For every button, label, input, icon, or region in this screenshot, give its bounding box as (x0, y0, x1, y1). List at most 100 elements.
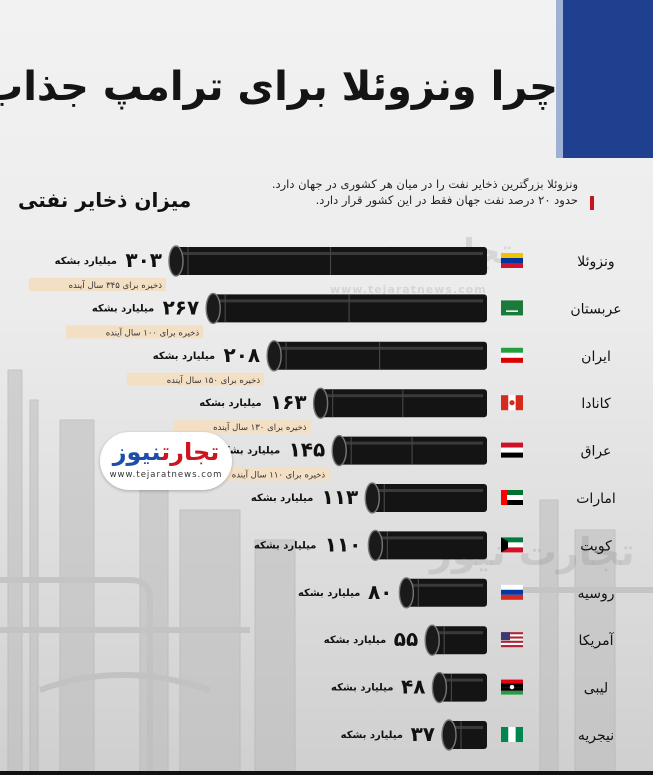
unit-label: میلیارد بشکه (324, 635, 386, 646)
value-label: ۱۶۳ (270, 390, 307, 414)
logo-text: تجارتنیوز (112, 438, 220, 466)
value-label: ۴۸ (401, 675, 425, 699)
note-bg (173, 420, 311, 434)
kuwait-flag (501, 537, 523, 553)
unit-label: میلیارد بشکه (92, 303, 154, 314)
value-label: ۳۰۳ (125, 248, 162, 272)
note-bg (65, 325, 204, 339)
bar-highlight (451, 726, 483, 729)
unit-label: میلیارد بشکه (254, 540, 316, 551)
pipe-cap (331, 434, 347, 467)
libya-flag (501, 679, 523, 695)
country-label: کانادا (581, 396, 611, 412)
country-label: امارات (576, 491, 615, 507)
country-label: لیبی (584, 681, 608, 697)
saudi-flag (501, 300, 523, 316)
bottom-border (0, 771, 653, 775)
bar-row: لیبی ۴۸ میلیارد بشکه (331, 671, 608, 704)
bar-row: نیجریه ۳۷ میلیارد بشکه (341, 719, 614, 751)
chart-title: میزان ذخایر نفتی (18, 188, 192, 212)
note-label: ذخیره برای ۱۱۰ سال آینده (232, 469, 326, 481)
page-title: چرا ونزوئلا برای ترامپ جذاب است؟ (0, 64, 558, 110)
country-label: آمریکا (578, 632, 614, 649)
unit-label: میلیارد بشکه (341, 730, 403, 741)
bar-highlight (408, 583, 483, 587)
watermark-url: www.tejaratnews.com (330, 283, 487, 296)
value-label: ۵۵ (394, 627, 418, 651)
pipe-cap (205, 292, 221, 325)
pipe-cap (266, 340, 282, 372)
unit-label: میلیارد بشکه (153, 351, 215, 362)
accent-block (563, 0, 653, 158)
bar (404, 578, 487, 607)
bar-row: عربستان ۲۶۷ میلیارد بشکه ذخیره برای ۱۰۰ سال… (65, 292, 622, 339)
pipe-cap (431, 671, 448, 704)
note-label: ذخیره برای ۱۵۰ سال آینده (167, 374, 261, 386)
pipe-cap (168, 245, 184, 277)
note-label: ذخیره برای ۱۳۰ سال آینده (213, 421, 307, 433)
description-line-1: ونزوئلا بزرگترین ذخایر نفت را در میان هر… (271, 177, 578, 191)
unit-label: میلیارد بشکه (199, 398, 261, 409)
value-label: ۲۰۸ (224, 343, 261, 367)
usa-flag (501, 632, 523, 648)
bar-highlight (434, 631, 483, 635)
country-label: ایران (581, 349, 611, 365)
note-bg (126, 372, 265, 386)
russia-flag (501, 584, 523, 600)
note-label: ذخیره برای ۱۰۰ سال آینده (106, 326, 200, 338)
pipe-cap (424, 624, 440, 656)
bar-highlight (374, 489, 483, 492)
value-label: ۱۱۰ (325, 532, 362, 556)
country-label: ونزوئلا (577, 254, 614, 270)
iraq-flag (501, 442, 523, 458)
brand-logo: تجارتنیوز www.tejaratnews.com (100, 432, 232, 490)
country-label: نیجریه (578, 728, 614, 744)
pipe-cap (312, 387, 329, 419)
bar-row: ونزوئلا ۳۰۳ میلیارد بشکه ذخیره برای ۳۴۵ سال… (28, 245, 615, 291)
unit-label: میلیارد بشکه (55, 256, 117, 267)
description: ونزوئلا بزرگترین ذخایر نفت را در میان هر… (238, 176, 578, 208)
canada-flag (501, 395, 523, 411)
pipe-cap (441, 719, 457, 751)
note-label: ذخیره برای ۳۴۵ سال آینده (69, 279, 163, 291)
unit-label: میلیارد بشکه (218, 446, 280, 457)
bar-row: روسیه ۸۰ میلیارد بشکه (298, 577, 615, 609)
bar-highlight (377, 536, 483, 540)
pipe-cap (398, 577, 415, 609)
country-label: عربستان (570, 301, 621, 317)
nigeria-flag (501, 727, 523, 742)
logo-url: www.tejaratnews.com (109, 470, 223, 480)
unit-label: میلیارد بشکه (298, 588, 360, 599)
bar (373, 531, 487, 560)
red-marker (590, 196, 594, 210)
value-label: ۱۴۵ (289, 438, 326, 462)
country-label: روسیه (578, 586, 615, 602)
bar-row: ایران ۲۰۸ میلیارد بشکه ذخیره برای ۱۵۰ سال آ… (126, 340, 611, 386)
country-label: کویت (580, 538, 612, 554)
value-label: ۲۶۷ (163, 295, 200, 319)
note-bg (28, 278, 166, 291)
country-label: عراق (581, 444, 612, 460)
pipe-cap (364, 482, 380, 514)
uae-flag (501, 490, 523, 505)
bar-row: آمریکا ۵۵ میلیارد بشکه (324, 624, 615, 656)
bar-row: کویت ۱۱۰ میلیارد بشکه (254, 529, 612, 562)
bar-row: کانادا ۱۶۳ میلیارد بشکه ذخیره برای ۱۳۰ سال … (173, 387, 611, 434)
description-line-2: حدود ۲۰ درصد نفت جهان فقط در این کشور قر… (315, 193, 578, 207)
bar-row: عراق ۱۴۵ میلیارد بشکه ذخیره برای ۱۱۰ سال آی… (192, 434, 612, 481)
bar-row: امارات ۱۱۳ میلیارد بشکه (251, 482, 616, 514)
venezuela-flag (501, 253, 523, 268)
unit-label: میلیارد بشکه (251, 493, 313, 504)
value-label: ۸۰ (368, 580, 392, 604)
iran-flag (501, 347, 523, 363)
bar (370, 484, 487, 512)
unit-label: میلیارد بشکه (331, 683, 393, 694)
value-label: ۳۷ (411, 722, 435, 746)
value-label: ۱۱۳ (322, 485, 359, 509)
pipe-cap (367, 529, 384, 562)
refinery-background (0, 369, 653, 775)
bar-highlight (441, 678, 483, 682)
accent-shadow (556, 0, 563, 158)
